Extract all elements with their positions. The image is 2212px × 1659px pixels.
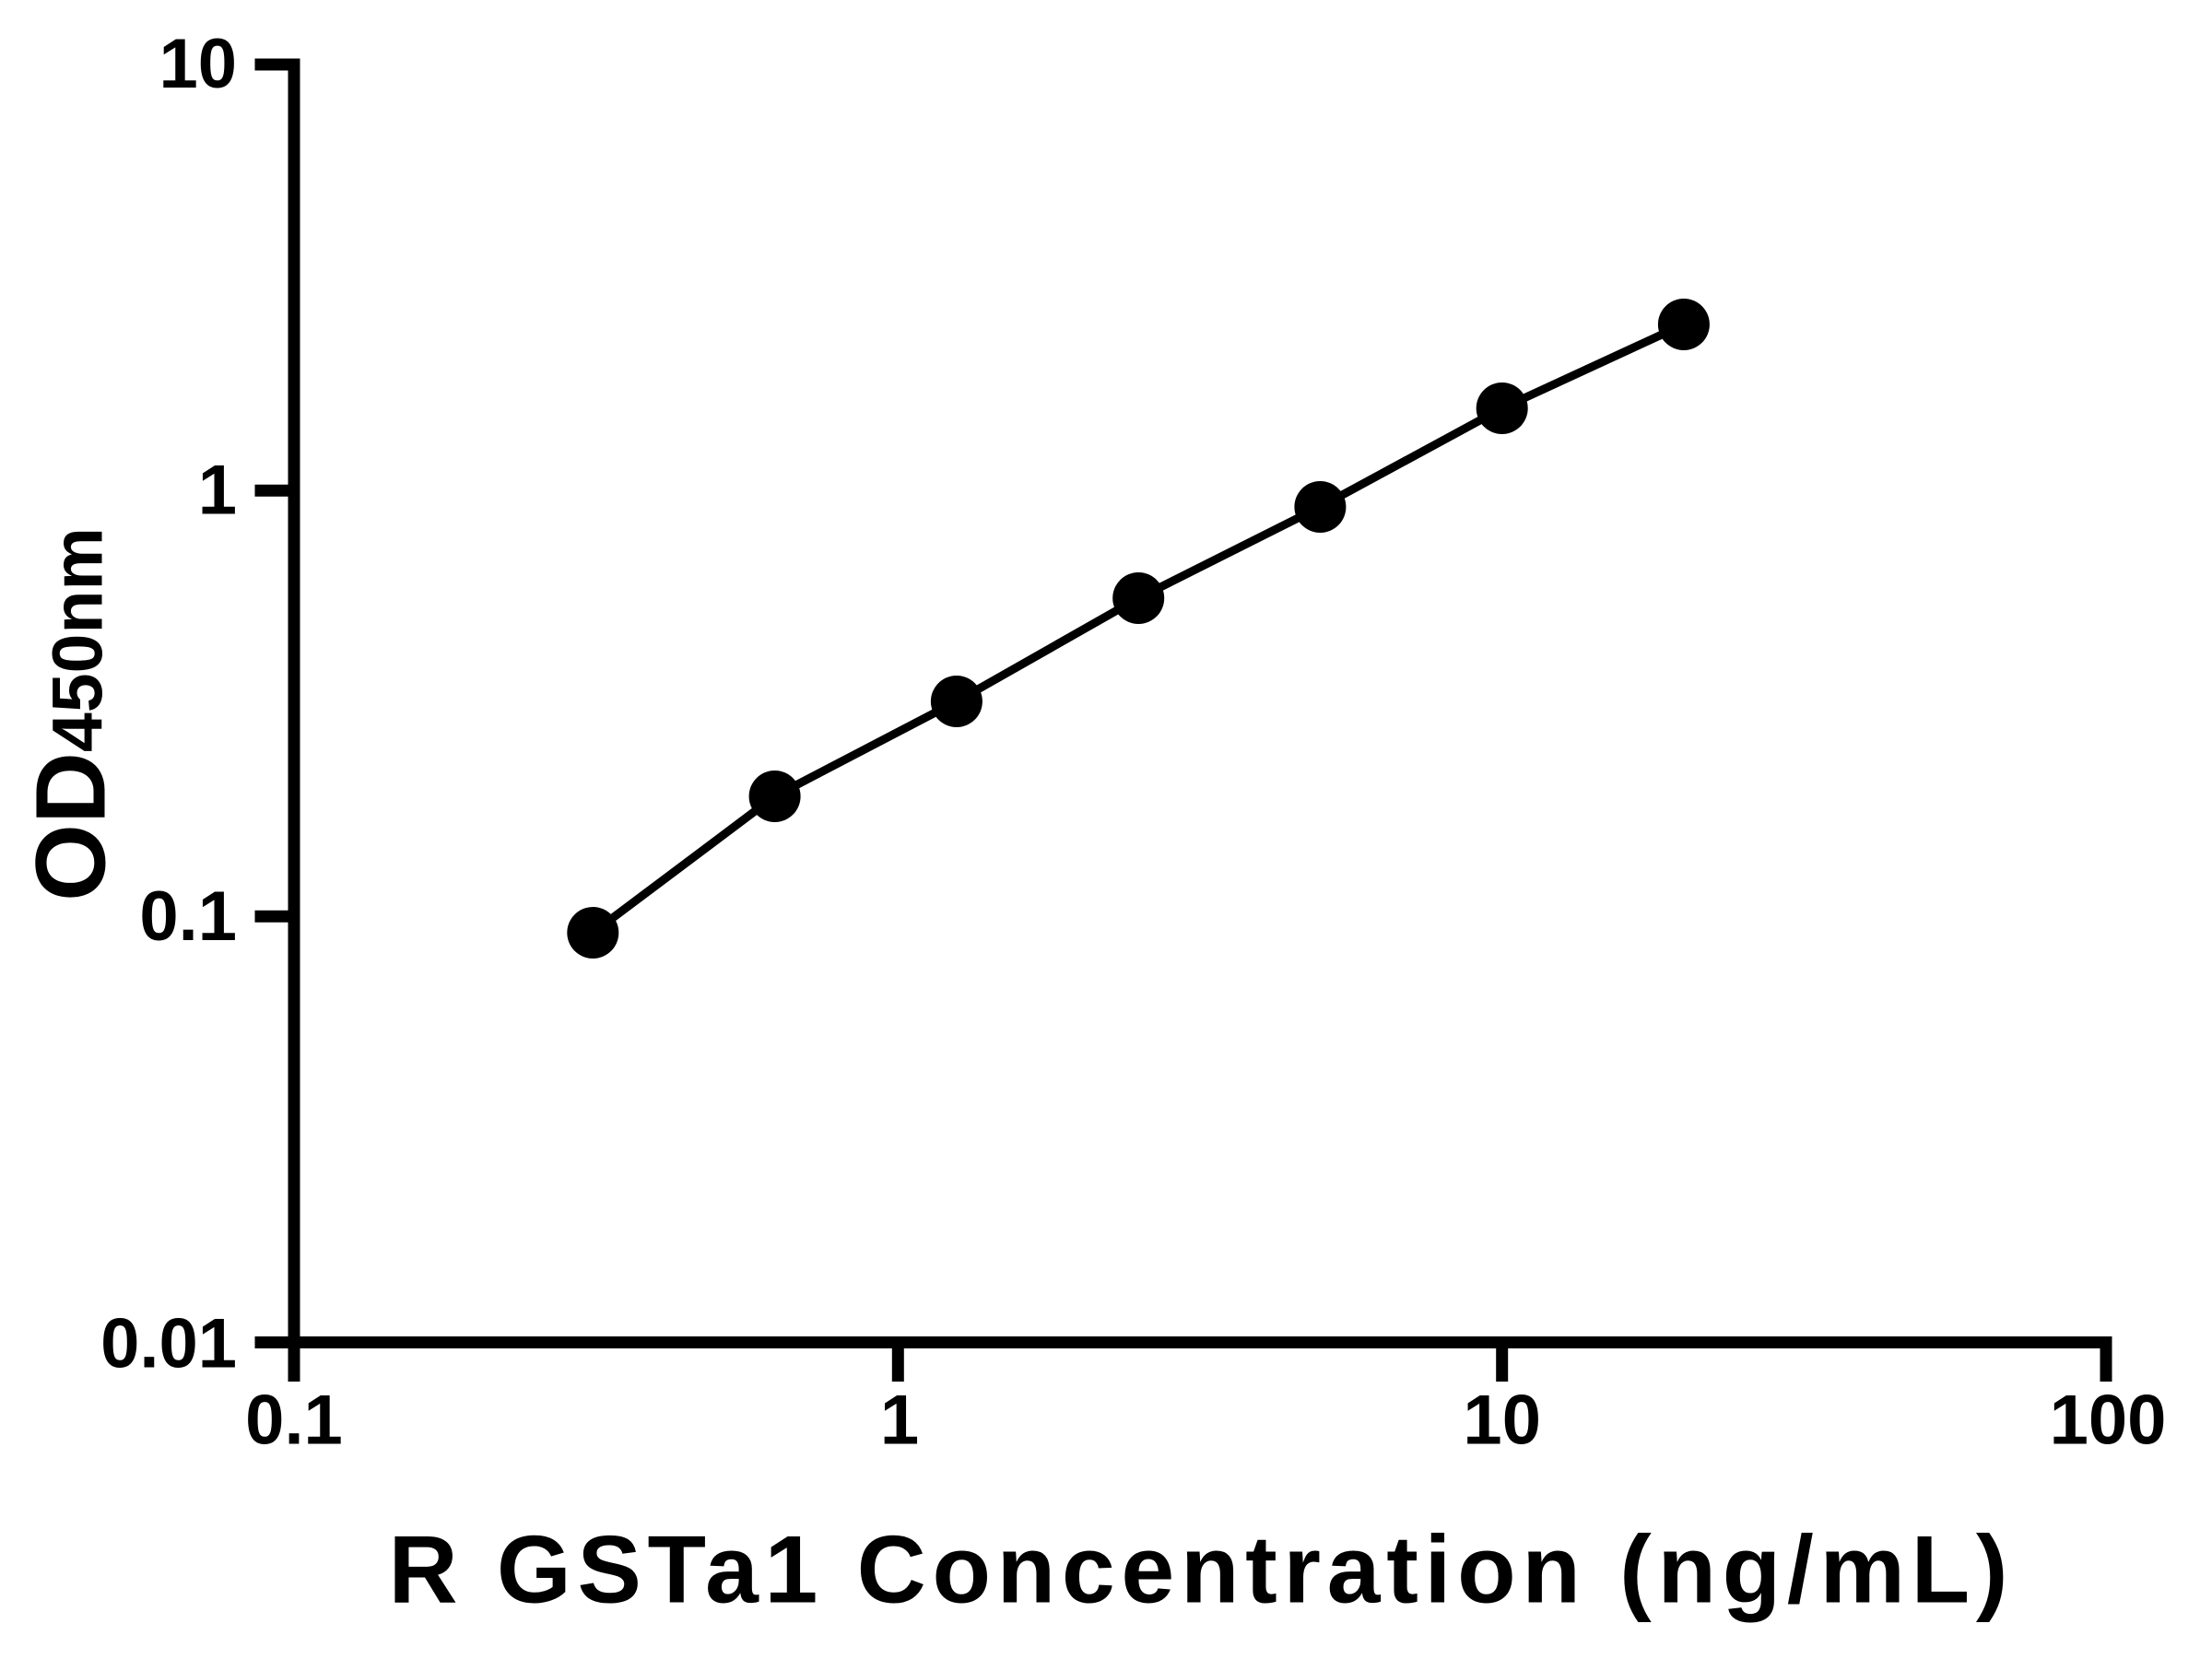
svg-text:10: 10 xyxy=(1463,1382,1541,1460)
svg-text:0.1: 0.1 xyxy=(139,877,237,956)
svg-text:R GSTa1 Concentration (ng/mL): R GSTa1 Concentration (ng/mL) xyxy=(389,1516,2008,1623)
svg-text:0.01: 0.01 xyxy=(100,1305,237,1383)
svg-text:100: 100 xyxy=(2050,1382,2167,1460)
svg-text:0.1: 0.1 xyxy=(245,1382,343,1460)
svg-text:10: 10 xyxy=(159,25,237,103)
svg-text:1: 1 xyxy=(198,451,237,529)
svg-text:1: 1 xyxy=(880,1382,919,1460)
